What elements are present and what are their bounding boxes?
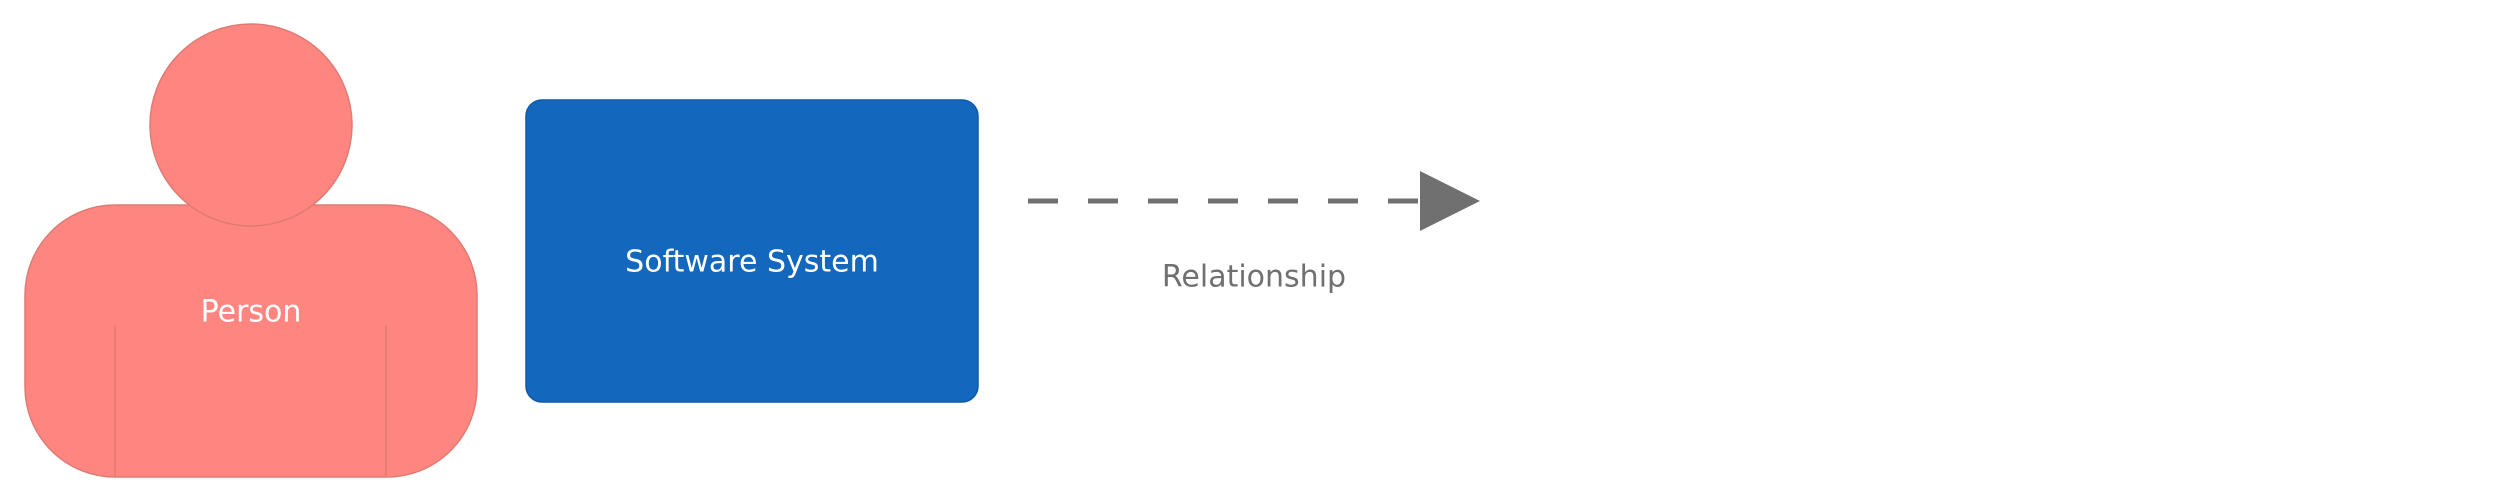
person-element[interactable]: Person: [25, 24, 477, 477]
person-head: [150, 24, 352, 226]
person-body: [25, 205, 477, 477]
relationship-label: Relationship: [1162, 260, 1346, 295]
relationship-arrowhead: [1420, 171, 1480, 231]
relationship-element[interactable]: Relationship: [1028, 171, 1480, 295]
software-system-element[interactable]: Software System: [526, 100, 978, 402]
software-system-label: Software System: [625, 245, 879, 280]
person-label: Person: [201, 295, 302, 330]
